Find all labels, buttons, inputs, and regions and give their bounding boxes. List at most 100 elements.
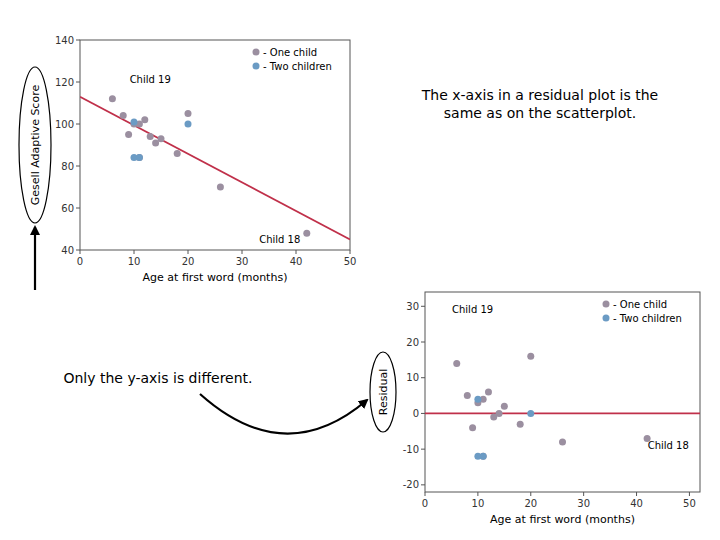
y-tick-label: 140 [55, 35, 74, 46]
marks [425, 353, 700, 460]
x-tick-label: 0 [422, 498, 428, 509]
point [464, 392, 471, 399]
point [136, 154, 143, 161]
x-tick-label: 10 [128, 256, 141, 267]
y-tick [421, 413, 425, 414]
legend-swatch [603, 315, 610, 322]
point [158, 135, 165, 142]
point [517, 421, 524, 428]
x-tick [80, 250, 81, 254]
point-annotation: Child 19 [452, 304, 493, 315]
x-tick [242, 250, 243, 254]
x-tick [134, 250, 135, 254]
y-tick-label: 40 [61, 245, 74, 256]
y-tick-label: 10 [406, 372, 419, 383]
point-annotation: Child 19 [130, 74, 171, 85]
y-tick [76, 82, 80, 83]
x-tick-label: 30 [236, 256, 249, 267]
x-axis-label: Age at first word (months) [490, 513, 635, 526]
x-tick-label: 40 [630, 498, 643, 509]
point-annotation: Child 18 [648, 440, 689, 451]
note: The x-axis in a residual plot is thesame… [421, 87, 658, 121]
x-tick-label: 10 [472, 498, 485, 509]
y-tick-label: -20 [403, 479, 419, 490]
highlight-oval [370, 352, 396, 432]
figure: 01020304050406080100120140Age at first w… [0, 0, 720, 540]
point [217, 184, 224, 191]
y-tick-label: 120 [55, 77, 74, 88]
y-axis-label: Gesell Adaptive Score [29, 85, 42, 206]
x-tick-label: 50 [683, 498, 696, 509]
plot: 01020304050-20-100102030Age at first wor… [377, 292, 701, 526]
arrow [34, 227, 36, 290]
point [174, 150, 181, 157]
point [485, 389, 492, 396]
y-tick-label: -10 [403, 444, 419, 455]
y-tick [421, 306, 425, 307]
x-tick-label: 40 [290, 256, 303, 267]
y-tick [76, 166, 80, 167]
y-tick [76, 124, 80, 125]
x-tick [296, 250, 297, 254]
plot-frame [425, 292, 700, 492]
legend-swatch [603, 301, 610, 308]
x-tick [689, 492, 690, 496]
point [141, 116, 148, 123]
y-tick-label: 0 [413, 408, 419, 419]
point [125, 131, 132, 138]
point [469, 424, 476, 431]
legend: - One child- Two children [253, 47, 332, 72]
point [527, 410, 534, 417]
x-tick [636, 492, 637, 496]
y-tick [76, 208, 80, 209]
point [109, 95, 116, 102]
x-tick [477, 492, 478, 496]
y-tick [421, 377, 425, 378]
point [136, 154, 143, 161]
point [303, 230, 310, 237]
point [120, 112, 127, 119]
point [527, 353, 534, 360]
legend-swatch [253, 49, 260, 56]
marks [80, 95, 350, 239]
point [501, 403, 508, 410]
point [185, 110, 192, 117]
point [453, 360, 460, 367]
point [185, 121, 192, 128]
x-tick-label: 20 [182, 256, 195, 267]
y-tick [421, 484, 425, 485]
x-tick [188, 250, 189, 254]
x-tick [530, 492, 531, 496]
y-tick [421, 449, 425, 450]
y-tick [76, 40, 80, 41]
highlight-oval [19, 67, 51, 223]
y-axis-label: Residual [377, 369, 390, 415]
zero-line [425, 413, 700, 415]
x-tick [425, 492, 426, 496]
plot-frame [80, 40, 350, 250]
legend-label: - Two children [613, 313, 682, 324]
point [147, 133, 154, 140]
y-tick-label: 100 [55, 119, 74, 130]
legend: - One child - Two children [603, 299, 682, 324]
legend-label: - One child [263, 47, 317, 58]
x-tick-label: 20 [524, 498, 537, 509]
x-tick [583, 492, 584, 496]
plot: 0 10 20 30 40 50 40 60 80 100 120 140 Age at first w… [29, 35, 357, 285]
legend-label: - One child [613, 299, 667, 310]
point [131, 118, 138, 125]
x-tick-label: 0 [77, 256, 83, 267]
y-tick-label: 80 [61, 161, 74, 172]
point [474, 396, 481, 403]
x-tick [350, 250, 351, 254]
note: Only the y-axis is different. [63, 370, 252, 386]
x-tick-label: 30 [577, 498, 590, 509]
x-axis-label: Age at first word (months) [143, 271, 288, 284]
y-tick-label: 60 [61, 203, 74, 214]
y-tick-label: 30 [406, 301, 419, 312]
regression-line [80, 97, 350, 240]
x-tick-label: 50 [344, 256, 357, 267]
point [480, 453, 487, 460]
arrow [200, 394, 367, 434]
y-tick [76, 250, 80, 251]
